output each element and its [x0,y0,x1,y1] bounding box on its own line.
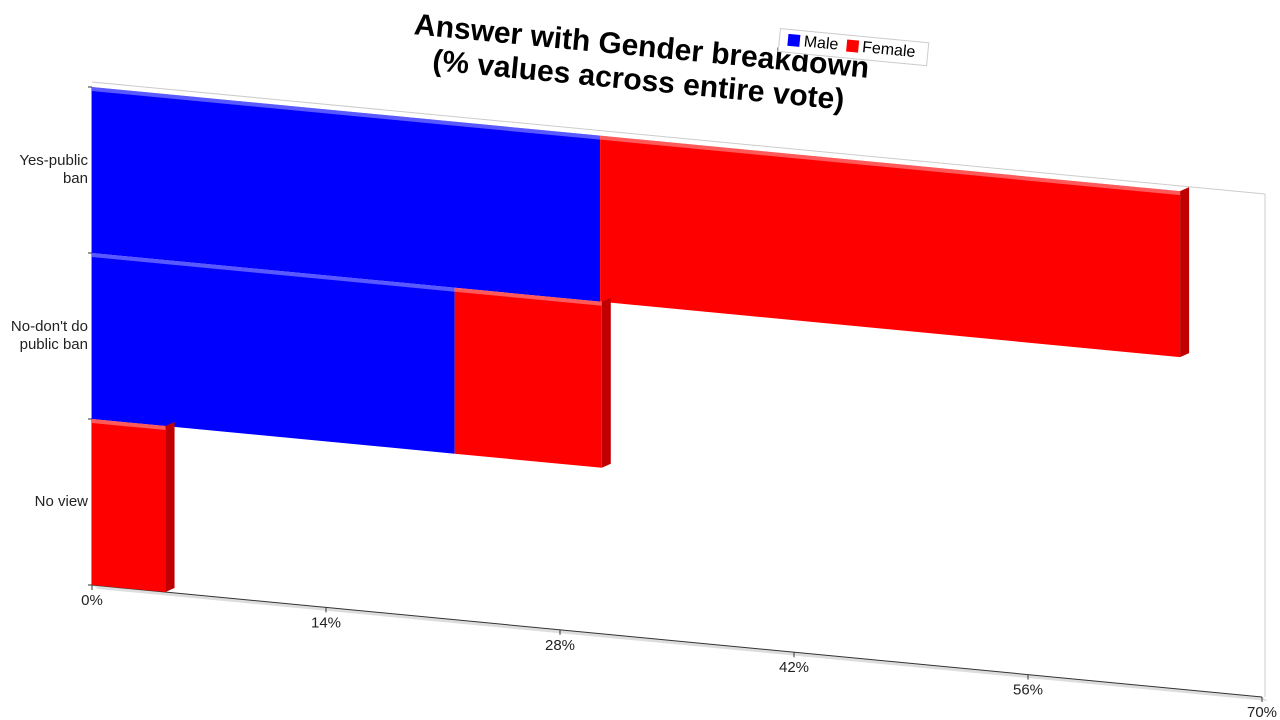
bar-top [454,287,602,306]
bar-side [165,422,175,593]
bar [600,135,1181,358]
x-tick-label: 14% [311,614,341,631]
x-tick-label: 0% [81,592,103,609]
bar [454,287,602,468]
x-tick-label: 56% [1013,682,1043,699]
x-axis [91,584,1263,698]
y-tick-label: Yes-public ban [19,152,88,187]
x-tick-label: 42% [779,659,809,676]
bar-top [600,135,1181,196]
bar [92,253,455,454]
bar-side [601,297,611,468]
bar-top [92,419,166,431]
back-edge [91,81,1266,195]
bar-top [92,87,601,140]
floor [92,585,1268,701]
y-tick-label: No view [34,493,88,510]
x-tick-label: 28% [545,637,575,654]
x-tick-label: 70% [1247,704,1277,720]
bar-side [1180,187,1190,358]
legend-label: Male [802,33,840,54]
legend-swatch [787,33,801,47]
y-tick-label: No-don't do public ban [10,318,88,353]
bar-top [92,253,455,292]
bar [92,87,601,302]
bar [92,419,166,593]
legend-label: Female [861,39,917,62]
legend-swatch [845,39,859,53]
